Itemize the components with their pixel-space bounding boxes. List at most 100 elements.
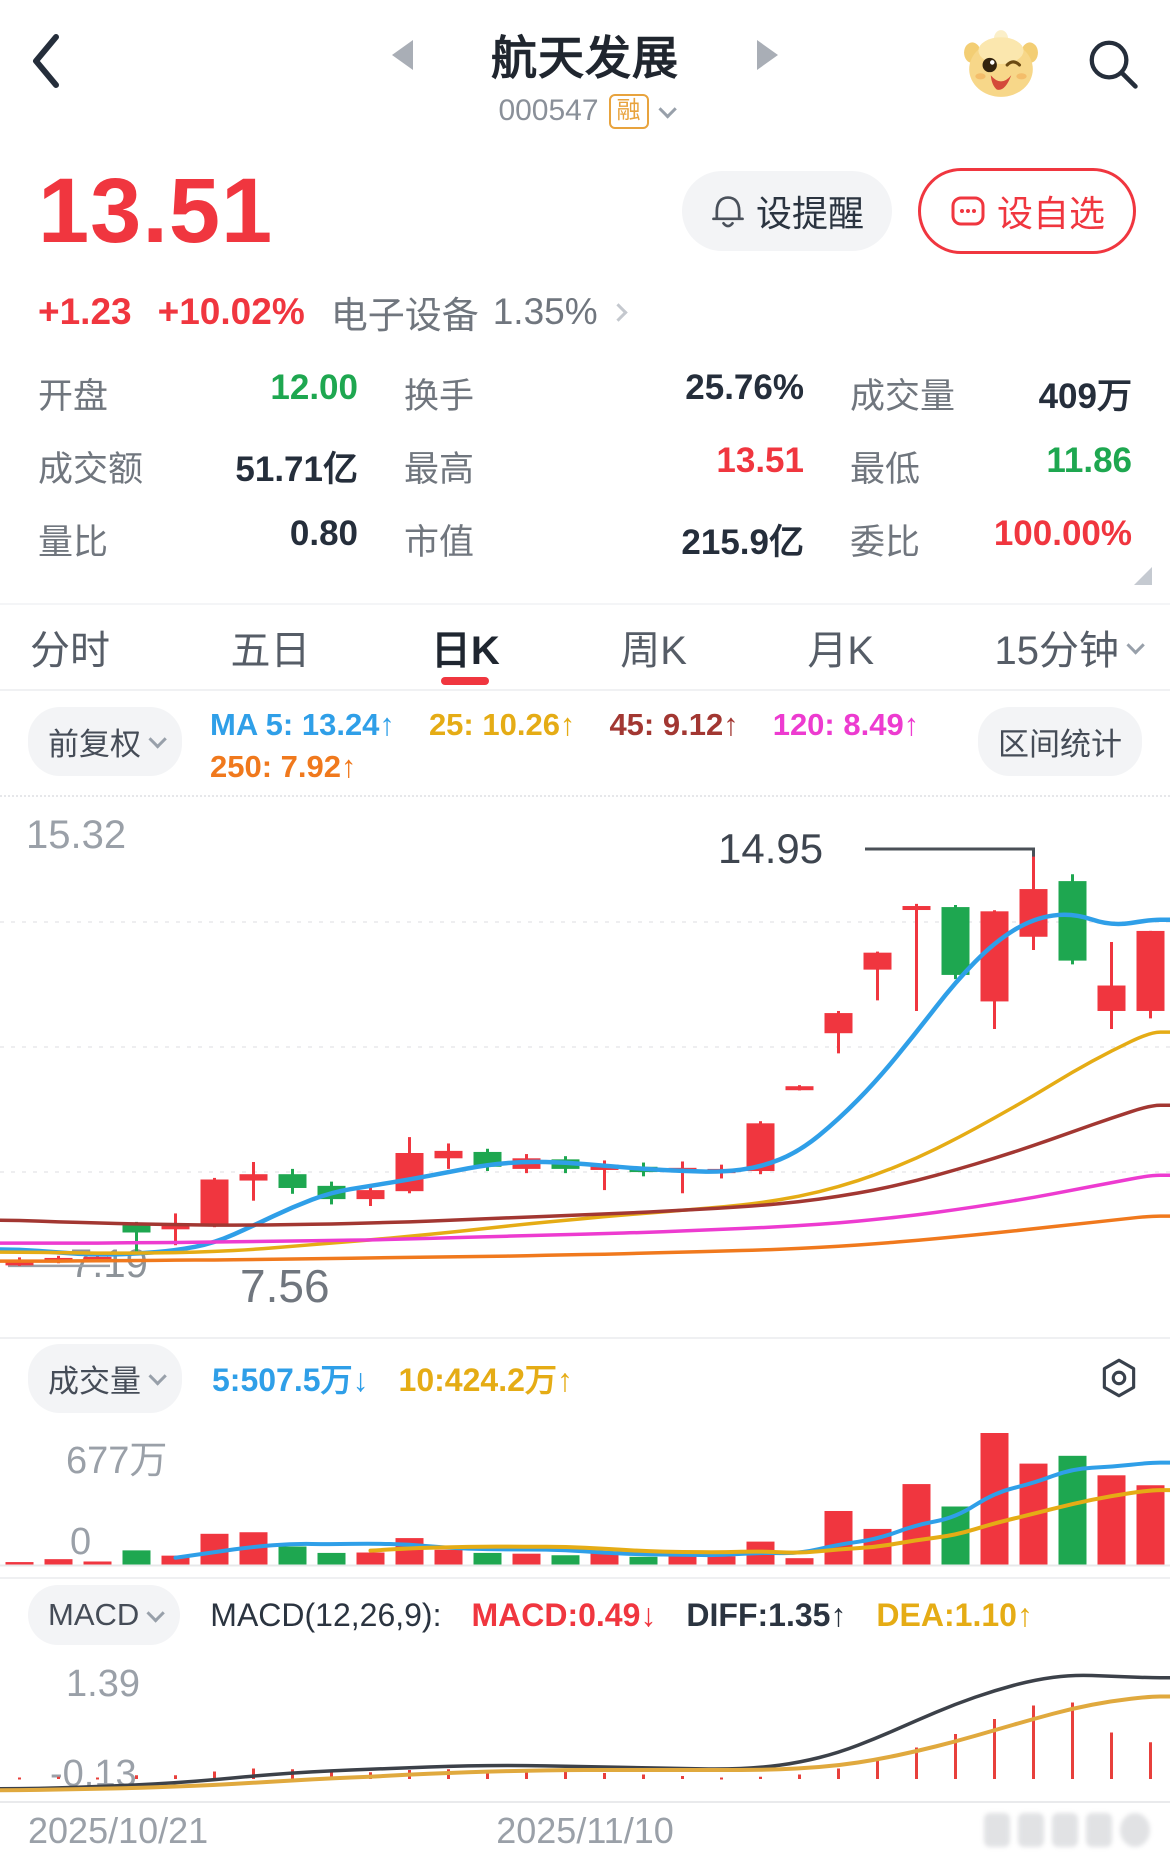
stat-value: 25.76%: [685, 368, 804, 407]
volume-indicator-label: 成交量: [48, 1363, 141, 1399]
set-alert-label: 设提醒: [755, 193, 864, 234]
tab-月K[interactable]: 月K: [807, 605, 874, 689]
kline-header: 前复权 MA 5: 13.24↑ 25: 10.26↑ 45: 9.12↑ 120: …: [0, 691, 1170, 797]
ma-label: 120: 8.49↑: [772, 707, 920, 742]
kline-high-annotation: 14.95: [718, 825, 824, 872]
tab-label: 15分钟: [994, 629, 1119, 673]
current-price: 13.51: [38, 159, 274, 262]
stat-label: 市值: [404, 523, 475, 562]
tab-周K[interactable]: 周K: [620, 605, 687, 689]
header: 航天发展 000547 融: [0, 0, 1170, 132]
search-icon[interactable]: [1086, 37, 1142, 93]
macd-header: MACD MACD(12,26,9): MACD:0.49↓ DIFF:1.35…: [0, 1577, 1170, 1651]
stat-label: 成交额: [38, 450, 144, 489]
add-watchlist-button[interactable]: 设自选: [917, 168, 1136, 254]
stat-value: 100.00%: [993, 514, 1132, 553]
volume-indicator-button[interactable]: 成交量: [28, 1343, 182, 1413]
volume-min-label: 0: [70, 1521, 92, 1563]
stat-label: 最低: [850, 450, 921, 489]
ma-label: 250: 7.92↑: [210, 749, 357, 784]
date-mid-label: 2025/11/10: [496, 1810, 674, 1851]
volume-ma10-label: 10:424.2万↑: [398, 1362, 573, 1398]
sector-arrow-icon: [608, 302, 628, 322]
period-dropdown-icon: [1126, 635, 1145, 655]
date-start-label: 2025/10/21: [28, 1810, 209, 1851]
stock-code: 000547: [498, 94, 599, 128]
adjust-mode-button[interactable]: 前复权: [28, 707, 182, 776]
ma-label: 45: 9.12↑: [609, 707, 739, 742]
change-row: +1.23 +10.02% 电子设备 1.35%: [0, 280, 1170, 338]
kline-min-label: 7.56: [240, 1260, 330, 1312]
tab-label: 日K: [430, 629, 500, 673]
sector-link[interactable]: 电子设备 1.35%: [330, 285, 628, 339]
macd-max-label: 1.39: [66, 1663, 140, 1705]
stat-cell: 委比 100.00%: [850, 514, 1132, 565]
ma-label: MA 5: 13.24↑: [210, 707, 395, 742]
stat-value: 215.9亿: [681, 523, 804, 562]
tab-日K[interactable]: 日K: [431, 605, 500, 689]
code-dropdown-icon[interactable]: [657, 100, 677, 119]
stat-value: 13.51: [716, 441, 804, 480]
set-alert-button[interactable]: 设提醒: [681, 171, 892, 251]
volume-header: 成交量 5:507.5万↓ 10:424.2万↑: [0, 1337, 1170, 1417]
macd-dropdown-icon: [146, 1603, 166, 1623]
stat-label: 开盘: [38, 377, 109, 416]
kline-chart-svg: [0, 847, 1170, 1268]
diff-value: DIFF:1.35↑: [686, 1596, 847, 1633]
sector-change: 1.35%: [492, 291, 598, 332]
adjust-mode-label: 前复权: [48, 727, 141, 762]
stat-value: 51.71亿: [235, 450, 358, 489]
macd-params: MACD(12,26,9):: [210, 1596, 442, 1633]
stat-label: 成交量: [850, 377, 956, 416]
add-watchlist-label: 设自选: [996, 193, 1105, 234]
tab-label: 五日: [230, 629, 311, 673]
kline-chart[interactable]: 15.32 7.19 7.56 14.95: [0, 797, 1170, 1337]
volume-dropdown-icon: [148, 1366, 167, 1386]
chart-settings-icon[interactable]: [1096, 1355, 1142, 1401]
volume-max-label: 677万: [66, 1440, 168, 1482]
stat-label: 委比: [850, 523, 921, 562]
macd-chart-svg: [0, 1673, 1170, 1793]
tab-分时[interactable]: 分时: [30, 605, 110, 689]
stat-value: 12.00: [270, 368, 358, 407]
adjust-dropdown-icon: [148, 730, 167, 749]
macd-indicator-label: MACD: [48, 1597, 140, 1632]
macd-indicator-button[interactable]: MACD: [28, 1585, 181, 1645]
range-stats-label: 区间统计: [998, 727, 1122, 762]
tab-15分钟[interactable]: 15分钟: [994, 605, 1145, 689]
page-title: 航天发展: [491, 32, 679, 84]
ma-label: 25: 10.26↑: [428, 707, 576, 742]
resize-handle-icon[interactable]: [1134, 567, 1152, 585]
macd-value: MACD:0.49↓: [471, 1596, 657, 1633]
next-stock-icon[interactable]: [757, 40, 778, 70]
stat-cell: 成交额 51.71亿: [38, 441, 358, 492]
volume-chart[interactable]: 677万 0: [0, 1417, 1170, 1577]
tab-label: 分时: [30, 629, 110, 673]
stat-cell: 换手 25.76%: [404, 368, 804, 419]
tab-label: 周K: [620, 629, 687, 673]
stat-value: 11.86: [1046, 441, 1132, 480]
back-chevron-icon: [33, 34, 59, 88]
stat-cell: 市值 215.9亿: [404, 514, 804, 565]
stat-label: 最高: [404, 450, 475, 489]
price-change: +1.23: [38, 291, 132, 332]
kline-max-label: 15.32: [26, 813, 127, 857]
stats-grid: 开盘 12.00 换手 25.76% 成交量 409万成交额 51.71亿 最高 13.51 最低…: [0, 338, 1170, 585]
back-button[interactable]: [28, 26, 88, 96]
stat-cell: 最高 13.51: [404, 441, 804, 492]
range-stats-button[interactable]: 区间统计: [978, 707, 1142, 776]
prev-stock-icon[interactable]: [392, 40, 413, 70]
volume-chart-svg: [0, 1433, 1170, 1567]
mascot-dragon-icon[interactable]: [962, 26, 1040, 104]
sector-name: 电子设备: [330, 295, 479, 336]
macd-chart[interactable]: 1.39 -0.13: [0, 1651, 1170, 1801]
price-change-pct: +10.02%: [157, 291, 305, 332]
stat-label: 换手: [404, 377, 475, 416]
bell-icon: [712, 196, 744, 228]
watchlist-chat-icon: [951, 196, 985, 226]
margin-badge: 融: [608, 94, 649, 129]
tab-五日[interactable]: 五日: [230, 605, 310, 689]
tab-label: 月K: [807, 629, 875, 673]
kline-low-annotation: 7.19: [70, 1242, 148, 1286]
stat-value: 409万: [1038, 377, 1132, 416]
